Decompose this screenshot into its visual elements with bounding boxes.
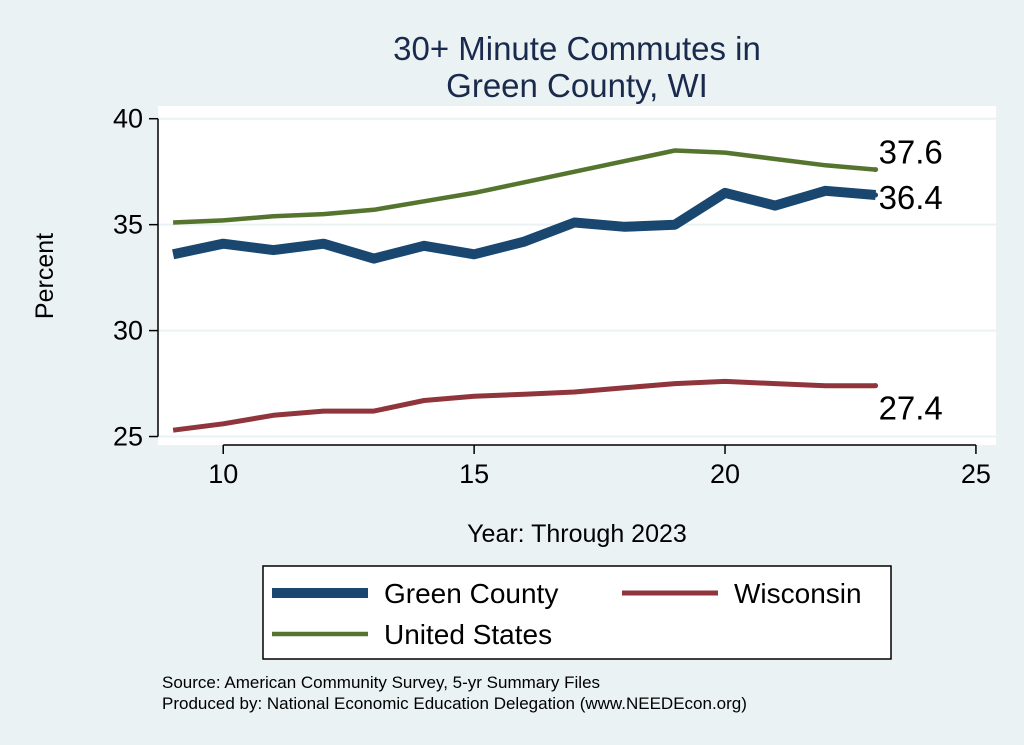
x-tick-label-25: 25 — [961, 459, 991, 489]
end-label-wisconsin: 27.4 — [879, 390, 943, 427]
y-tick-label-35: 35 — [113, 210, 143, 240]
x-tick-label-10: 10 — [208, 459, 238, 489]
chart-title-line-2: Green County, WI — [446, 67, 708, 104]
y-tick-label-30: 30 — [113, 316, 143, 346]
series-endpoint-wisconsin — [873, 383, 879, 389]
series-lines — [172, 148, 877, 433]
y-tick-label-25: 25 — [113, 422, 143, 452]
plot-area — [158, 106, 996, 445]
legend-label-wisconsin: Wisconsin — [734, 578, 862, 609]
x-tick-label-15: 15 — [459, 459, 489, 489]
legend-label-green-county: Green County — [384, 578, 558, 609]
legend-label-united-states: United States — [384, 619, 552, 650]
end-label-united-states: 37.6 — [879, 134, 943, 171]
legend-box — [262, 565, 892, 660]
source-note: Source: American Community Survey, 5-yr … — [162, 673, 600, 692]
series-line-wisconsin — [172, 378, 876, 433]
end-labels: 36.4 27.4 37.6 — [873, 134, 943, 427]
y-axis-label: Percent — [31, 233, 59, 319]
y-tick-label-40: 40 — [113, 104, 143, 134]
series-line-united-states — [173, 148, 876, 225]
series-endpoint-united-states — [873, 167, 879, 173]
end-label-green-county: 36.4 — [879, 179, 943, 216]
axes: 25 30 35 40 10 15 20 25 — [113, 104, 991, 489]
series-endpoint-green-county — [873, 192, 879, 198]
x-axis-label: Year: Through 2023 — [467, 520, 687, 548]
legend: Green County Wisconsin United States — [262, 565, 892, 660]
series-line-green-county — [172, 185, 877, 264]
chart-title-line-1: 30+ Minute Commutes in — [393, 30, 761, 67]
x-tick-label-20: 20 — [710, 459, 740, 489]
producer-note: Produced by: National Economic Education… — [162, 694, 747, 713]
